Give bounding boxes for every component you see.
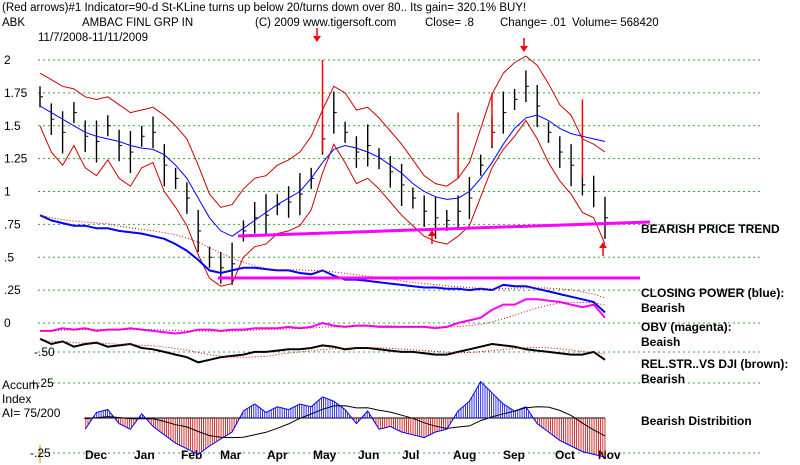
copyright-label: (C) 2009 www.tigersoft.com — [255, 17, 396, 29]
accum-label-line2: Index — [2, 392, 31, 406]
price-tick-label: .75 — [4, 217, 21, 231]
relstr-status: Bearish — [641, 372, 685, 386]
axis-labels: 21.751.51.251.75.5.250-.50+.25-.25 Dec Jan… — [4, 53, 621, 462]
month-tick-label: Nov — [598, 448, 621, 462]
price-tick-label: .5 — [4, 250, 14, 264]
price-tick-label: 1.75 — [4, 86, 28, 100]
price-tick-label: 1.5 — [4, 119, 21, 133]
buy-arrowhead-icon — [428, 230, 436, 236]
accum-ma-line — [85, 405, 606, 439]
month-tick-label: Jan — [134, 448, 155, 462]
company-name: AMBAC FINL GRP IN — [82, 17, 193, 29]
price-trendline — [237, 220, 651, 238]
moving-average-line — [39, 105, 606, 237]
accum-value: AI= 75/200 — [2, 406, 61, 420]
symbol-label: ABK — [2, 17, 25, 29]
price-tick-label: 1.25 — [4, 152, 28, 166]
lower-band-line — [39, 119, 606, 287]
month-tick-label: Sep — [503, 448, 525, 462]
month-tick-label: Jun — [358, 448, 379, 462]
volume-value: Volume= 568420 — [572, 17, 659, 29]
series — [39, 55, 608, 458]
month-tick-label: Dec — [85, 448, 107, 462]
closing-power-status: Bearish — [641, 301, 685, 315]
month-tick-label: Mar — [220, 448, 242, 462]
accum-tick-label: -.25 — [30, 446, 51, 460]
indicator-tick-label: -.50 — [34, 345, 55, 359]
accum-tick-label: +.25 — [30, 376, 54, 390]
date-range: 11/7/2008-11/11/2009 — [38, 32, 148, 44]
closing-power-line — [39, 214, 606, 314]
obv-line — [40, 298, 606, 335]
annotations — [218, 28, 651, 280]
relstr-line — [39, 337, 606, 364]
price-tick-label: .25 — [4, 283, 21, 297]
price-tick-label: 0 — [4, 316, 11, 330]
accum-index-line — [84, 380, 606, 458]
accum-label-line1: Accum — [2, 378, 39, 392]
buy-arrowhead-icon — [599, 242, 607, 248]
indicator-header: (Red arrows)#1 Indicator=90-d St-KLine t… — [2, 2, 526, 14]
sell-arrowhead-icon — [520, 46, 528, 52]
obv-status: Beaish — [641, 335, 680, 349]
sell-arrowhead-icon — [313, 36, 321, 42]
closing-power-label: CLOSING POWER (blue): — [641, 286, 784, 300]
grid — [38, 59, 760, 463]
change-value: Change= .01 — [500, 17, 566, 29]
price-tick-label: 2 — [4, 53, 11, 67]
price-tick-label: 1 — [4, 185, 11, 199]
month-tick-label: Apr — [267, 448, 288, 462]
obv-label: OBV (magenta): — [641, 320, 732, 334]
obv-ma-line — [40, 301, 606, 332]
month-tick-label: Aug — [453, 448, 476, 462]
month-tick-label: Oct — [555, 448, 575, 462]
distribution-label: Bearish Distribition — [641, 414, 752, 428]
month-tick-label: Jul — [402, 448, 419, 462]
bearish-price-trend-label: BEARISH PRICE TREND — [641, 222, 780, 236]
relstr-label: REL.STR..VS DJI (brown): — [641, 357, 788, 371]
month-tick-label: May — [313, 448, 337, 462]
close-value: Close= .8 — [425, 17, 474, 29]
